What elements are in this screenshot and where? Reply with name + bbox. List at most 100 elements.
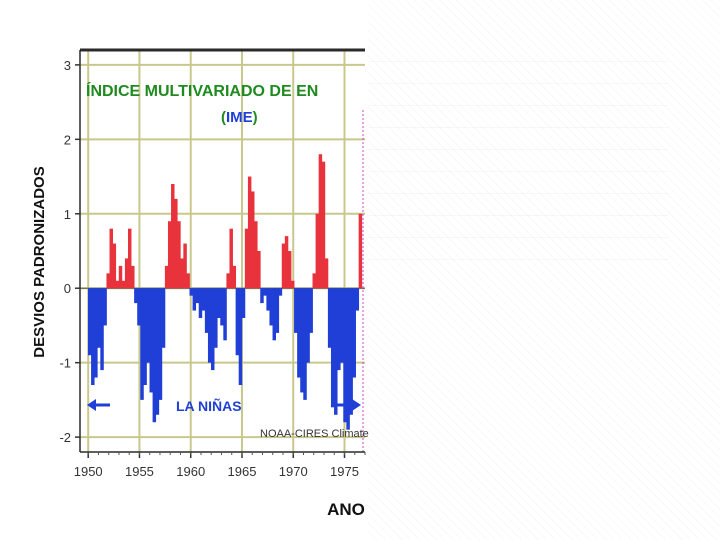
- negative-area: [260, 288, 264, 304]
- y-tick-label: 0: [64, 281, 71, 296]
- positive-area: [124, 258, 129, 289]
- positive-area: [118, 265, 123, 289]
- negative-area: [297, 288, 301, 378]
- subtitle-mid: IME: [226, 109, 253, 126]
- negative-area: [352, 288, 356, 378]
- y-tick-label: -1: [59, 356, 71, 371]
- y-axis-label: DESVIOS PADRONIZADOS: [31, 166, 48, 357]
- negative-area: [309, 288, 313, 333]
- positive-area: [109, 228, 114, 289]
- positive-area: [164, 265, 169, 289]
- positive-area: [127, 228, 132, 289]
- positive-area: [244, 228, 249, 289]
- negative-area: [294, 288, 298, 333]
- positive-area: [312, 273, 316, 289]
- subtitle-open: (: [221, 109, 226, 126]
- x-axis-label: ANO: [327, 500, 365, 519]
- positive-area: [287, 251, 292, 289]
- annotation-la-ninas: LA NIÑAS: [176, 397, 242, 414]
- positive-area: [257, 251, 261, 289]
- negative-area: [327, 288, 332, 348]
- x-ticks: 1950 1955 1960 1965 1970 1975: [74, 452, 366, 479]
- positive-area: [318, 154, 323, 289]
- negative-area: [94, 288, 98, 378]
- negative-area: [238, 288, 243, 385]
- negative-area: [334, 288, 338, 415]
- negative-area: [223, 288, 227, 341]
- arrow-right-icon: [337, 399, 361, 411]
- positive-area: [232, 265, 237, 289]
- negative-area: [235, 288, 240, 356]
- negative-area: [198, 288, 203, 318]
- negative-area: [155, 288, 160, 415]
- positive-area: [121, 280, 126, 289]
- data-area: [88, 154, 363, 430]
- chart-title: ÍNDICE MULTIVARIADO DE EN: [86, 81, 318, 100]
- positive-area: [254, 221, 258, 289]
- x-tick-label: 1975: [330, 464, 359, 479]
- negative-area: [330, 288, 335, 408]
- positive-area: [186, 273, 190, 289]
- negative-area: [269, 288, 273, 326]
- positive-area: [290, 280, 295, 289]
- negative-area: [303, 288, 307, 400]
- x-tick-label: 1950: [74, 464, 103, 479]
- negative-area: [161, 288, 166, 348]
- negative-area: [204, 288, 209, 333]
- negative-area: [149, 288, 153, 393]
- negative-area: [140, 288, 144, 400]
- negative-area: [241, 288, 246, 318]
- positive-area: [321, 161, 326, 289]
- negative-area: [214, 288, 218, 348]
- positive-area: [324, 258, 329, 289]
- negative-area: [211, 288, 215, 371]
- positive-area: [106, 273, 110, 289]
- negative-area: [278, 288, 283, 296]
- negative-area: [201, 288, 206, 311]
- negative-area: [146, 288, 150, 363]
- subtitle-close: ): [253, 109, 258, 126]
- positive-area: [171, 184, 175, 289]
- negative-area: [306, 288, 310, 363]
- y-tick-label: 3: [64, 58, 71, 73]
- chart-subtitle: (IME): [221, 109, 258, 126]
- negative-area: [349, 288, 353, 415]
- positive-area: [174, 198, 178, 289]
- positive-area: [281, 243, 286, 289]
- negative-area: [100, 288, 104, 371]
- negative-area: [134, 288, 138, 304]
- positive-area: [115, 280, 120, 289]
- negative-area: [220, 288, 224, 326]
- y-tick-label: 1: [64, 207, 71, 222]
- negative-area: [263, 288, 267, 296]
- x-tick-label: 1970: [279, 464, 308, 479]
- y-tick-label: -2: [59, 430, 71, 445]
- negative-area: [143, 288, 147, 385]
- negative-area: [337, 288, 341, 371]
- y-ticks: -2 -1 0 1 2 3: [59, 58, 80, 445]
- positive-area: [112, 243, 117, 289]
- negative-area: [137, 288, 141, 326]
- credit-text: NOAA-CIRES Climate: [260, 428, 369, 440]
- arrow-left-icon: [87, 399, 110, 411]
- positive-area: [226, 273, 230, 289]
- background-lines: [368, 60, 668, 260]
- positive-area: [180, 258, 184, 289]
- negative-area: [97, 288, 101, 348]
- positive-area: [315, 213, 320, 289]
- negative-area: [152, 288, 157, 423]
- positive-area: [247, 176, 252, 289]
- negative-area: [103, 288, 107, 326]
- negative-area: [88, 288, 92, 356]
- negative-area: [195, 288, 200, 304]
- negative-area: [158, 288, 163, 400]
- background-pattern: [368, 0, 720, 540]
- negative-area: [346, 288, 350, 430]
- positive-area: [177, 221, 181, 289]
- positive-area: [131, 265, 135, 289]
- negative-area: [275, 288, 280, 333]
- positive-area: [229, 228, 233, 289]
- positive-area: [284, 236, 289, 289]
- negative-area: [355, 288, 360, 311]
- x-tick-label: 1965: [228, 464, 257, 479]
